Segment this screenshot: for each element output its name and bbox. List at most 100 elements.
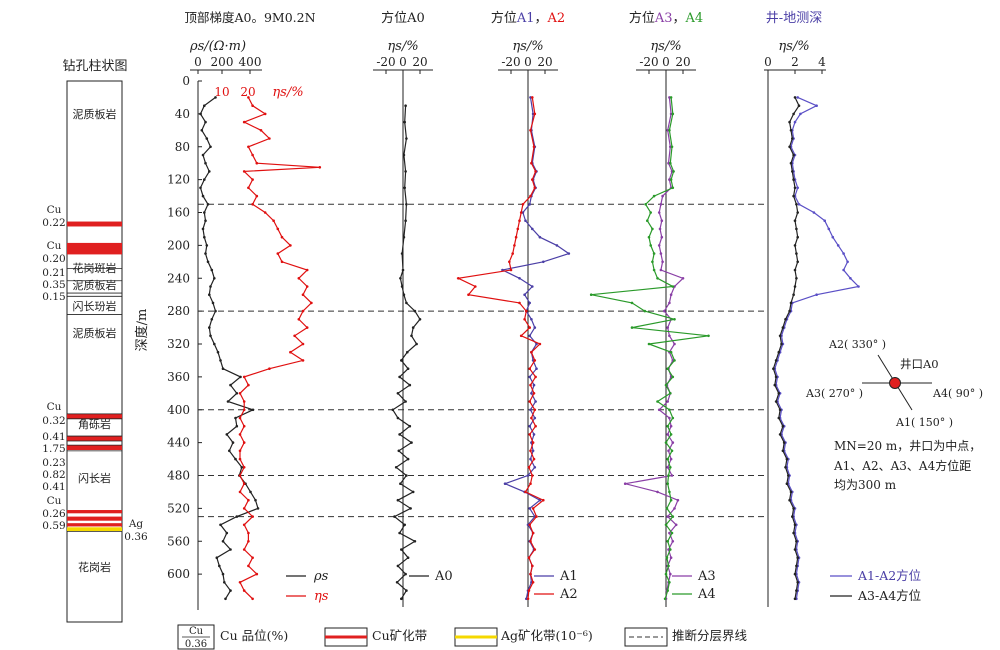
series-eta-point — [259, 129, 263, 132]
series-a0-point — [400, 548, 403, 551]
series-a2-point — [519, 334, 523, 338]
series-rho-point — [234, 416, 237, 420]
wellhead-label: 井口A0 — [900, 357, 939, 371]
series-a3-point — [669, 457, 673, 461]
series-sounding-point — [792, 531, 795, 535]
series-sounding-point — [787, 474, 790, 477]
series-sounding-point — [785, 482, 789, 486]
series-eta-point — [242, 548, 246, 551]
x-tick-label: 4 — [818, 55, 826, 69]
series-eta-point — [238, 392, 242, 395]
series-a0-point — [402, 235, 406, 239]
series-a4-point — [630, 326, 634, 329]
series-sounding-point — [781, 424, 785, 428]
series-a0-point — [403, 186, 407, 190]
axis-title: ηs/% — [650, 39, 681, 54]
series-a0-point — [406, 350, 409, 354]
series-a2-point — [533, 408, 537, 412]
series-a4-point — [671, 416, 675, 420]
series-a2-point — [529, 449, 532, 453]
series-sounding-point — [789, 490, 793, 494]
series-a3-point — [669, 556, 673, 559]
cu-grade-label: Cu — [47, 495, 62, 507]
series-a3-point — [669, 424, 673, 428]
series-a2-point — [531, 474, 534, 477]
cu-zone-1 — [67, 242, 122, 255]
series-a3-point — [667, 161, 670, 165]
legend-label: A4 — [697, 587, 716, 602]
series-eta-point — [268, 137, 271, 140]
series-a2-point — [474, 285, 477, 288]
series-a2-point — [518, 301, 521, 305]
series-sounding-point — [792, 178, 795, 181]
series-sounding-point — [792, 153, 795, 157]
series-rho-point — [199, 112, 202, 116]
panel-title-part: A3 — [654, 11, 673, 26]
cu-grade-label: 0.23 — [42, 457, 65, 469]
series-a2-point — [528, 326, 531, 329]
series-sounding-point — [789, 161, 793, 165]
series-eta-point — [247, 96, 250, 99]
series-a4-point — [668, 129, 671, 132]
series-a0-point — [411, 490, 415, 494]
series-rho-point — [210, 268, 214, 272]
series-a3-point — [659, 268, 663, 272]
x-tick-label: 20 — [412, 55, 427, 69]
cu-grade-label: 0.26 — [42, 508, 66, 520]
cu-zone-4 — [67, 445, 122, 451]
legend-label: A3-A4方位 — [857, 588, 921, 603]
series-a4-point — [668, 490, 671, 494]
panel-title-part: 方位 — [629, 10, 655, 26]
series-eta-point — [247, 186, 250, 190]
series-a2-point — [531, 441, 535, 444]
series-eta-point — [301, 342, 305, 346]
series-a3-point — [658, 227, 662, 231]
azimuth-label: A2( 330° ) — [828, 338, 886, 351]
series-a2-point — [514, 235, 518, 239]
x-tick-label: 0 — [194, 55, 202, 69]
series-a0-point — [398, 433, 401, 436]
series-a4-point — [669, 548, 672, 551]
series-a0-point — [410, 441, 413, 444]
series-a4-point — [667, 564, 670, 568]
series-a3-point — [657, 408, 661, 412]
series-a2-point — [529, 482, 532, 486]
series-a1-point — [528, 334, 531, 338]
series-sounding-point — [793, 548, 797, 551]
series-a2-point — [513, 244, 516, 247]
cu-grade-label: 0.20 — [42, 253, 65, 265]
series-a0-point — [415, 342, 418, 346]
x-tick-label: -20 — [501, 55, 520, 69]
panel-title: 井-地测深 — [766, 11, 822, 26]
series-a4-point — [669, 498, 673, 502]
series-sounding-point — [793, 96, 797, 99]
cu-grade-label: 0.41 — [42, 481, 65, 493]
series-eta-point — [301, 293, 305, 297]
series-a3-point — [676, 498, 680, 502]
series-a3-point — [668, 416, 671, 420]
series-eta-point — [305, 285, 309, 288]
panel-title: 方位A0 — [381, 10, 425, 26]
depth-tick-label: 160 — [167, 206, 190, 220]
series-rho-point — [204, 252, 207, 255]
series-sounding-point — [777, 392, 781, 395]
legend-label: ρs — [313, 569, 329, 584]
series-eta-point — [238, 457, 242, 461]
series-eta-point — [247, 531, 250, 535]
panel-title: 顶部梯度A0。9M0.2N — [184, 10, 315, 25]
azimuth-label: A1( 150° ) — [895, 416, 953, 429]
series-a2-point — [521, 203, 525, 206]
series-line-eta — [239, 97, 320, 600]
rock-layer-label: 花岗斑岩 — [73, 261, 117, 275]
series-a0-point — [399, 277, 402, 280]
series-a4-point — [671, 285, 675, 288]
legend-label: A1-A2方位 — [857, 568, 921, 583]
series-a4-point — [652, 194, 656, 198]
series-a0-point — [393, 515, 396, 518]
series-eta-point — [247, 564, 250, 568]
series-a1-point — [518, 277, 521, 280]
series-rho-point — [221, 367, 225, 371]
series-sounding-point — [796, 96, 799, 99]
series-sounding-point — [791, 170, 794, 173]
series-a0-point — [397, 449, 401, 453]
